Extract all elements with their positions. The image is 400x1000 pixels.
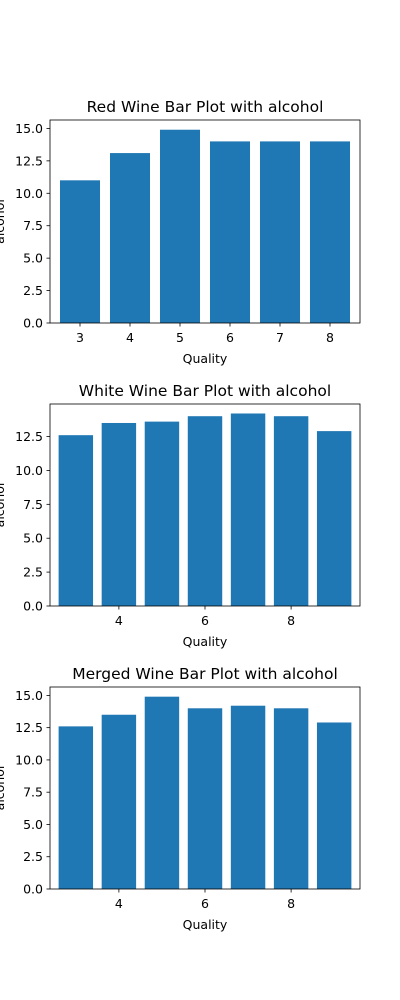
bar	[110, 153, 150, 323]
y-tick-label: 7.5	[23, 497, 43, 512]
x-tick-label: 6	[201, 613, 209, 628]
y-axis-label: alcohol	[0, 766, 7, 811]
chart-title: Merged Wine Bar Plot with alcohol	[72, 665, 338, 683]
chart-title: White Wine Bar Plot with alcohol	[79, 382, 331, 400]
y-tick-label: 12.5	[15, 720, 43, 735]
chart-title: Red Wine Bar Plot with alcohol	[87, 98, 324, 116]
bar	[316, 722, 352, 889]
y-tick-label: 0.0	[23, 882, 43, 897]
bar	[230, 413, 266, 606]
bar	[187, 416, 223, 606]
y-tick-label: 5.0	[23, 817, 43, 832]
x-tick-label: 4	[115, 613, 123, 628]
x-tick-label: 5	[176, 330, 184, 345]
x-tick-label: 6	[201, 896, 209, 911]
bar	[210, 141, 250, 323]
x-tick-label: 3	[76, 330, 84, 345]
subplot-2: 4 6 8 0.0 2.5 5.0 7.5 10.0 12.5 White Wine Bar Pl…	[0, 382, 361, 649]
bar	[273, 416, 309, 606]
bar	[144, 421, 180, 606]
y-tick-label: 10.0	[15, 752, 43, 767]
bar	[160, 129, 200, 323]
x-tick-label: 8	[287, 613, 295, 628]
x-tick-label: 8	[287, 896, 295, 911]
y-tick-label: 2.5	[23, 283, 43, 298]
bar	[58, 435, 94, 606]
bar	[260, 141, 300, 323]
y-tick-label: 7.5	[23, 785, 43, 800]
y-tick-label: 12.5	[15, 153, 43, 168]
x-tick-label: 8	[326, 330, 334, 345]
y-tick-label: 0.0	[23, 599, 43, 614]
y-tick-label: 2.5	[23, 565, 43, 580]
bar	[101, 714, 137, 889]
y-tick-label: 15.0	[15, 121, 43, 136]
bar	[316, 431, 352, 606]
bar	[187, 708, 223, 889]
x-axis-label: Quality	[183, 351, 228, 366]
x-tick-label: 4	[126, 330, 134, 345]
y-tick-label: 12.5	[15, 429, 43, 444]
x-axis-label: Quality	[183, 634, 228, 649]
bar	[310, 141, 350, 323]
x-tick-label: 7	[276, 330, 284, 345]
axes-frame	[49, 119, 361, 324]
y-axis-label: alcohol	[0, 483, 7, 528]
subplot-1: 3 4 5 6 7 8 0.0 2.5 5.0 7.5 10.0 12.5 15.0 Red Wine B…	[0, 98, 361, 366]
bar	[273, 708, 309, 889]
y-tick-label: 5.0	[23, 531, 43, 546]
y-tick-label: 10.0	[15, 463, 43, 478]
x-axis-label: Quality	[183, 917, 228, 932]
bar	[230, 705, 266, 889]
bar	[144, 696, 180, 889]
y-tick-label: 10.0	[15, 186, 43, 201]
y-tick-label: 2.5	[23, 849, 43, 864]
y-tick-label: 0.0	[23, 316, 43, 331]
y-tick-label: 5.0	[23, 251, 43, 266]
y-tick-label: 7.5	[23, 218, 43, 233]
bar	[101, 422, 137, 606]
x-tick-label: 4	[115, 896, 123, 911]
y-tick-label: 15.0	[15, 688, 43, 703]
bar	[58, 726, 94, 889]
subplot-3: 4 6 8 0.0 2.5 5.0 7.5 10.0 12.5 15.0 Merged Wine B…	[0, 665, 361, 932]
x-tick-label: 6	[226, 330, 234, 345]
y-axis-label: alcohol	[0, 199, 7, 244]
bar	[60, 180, 100, 323]
